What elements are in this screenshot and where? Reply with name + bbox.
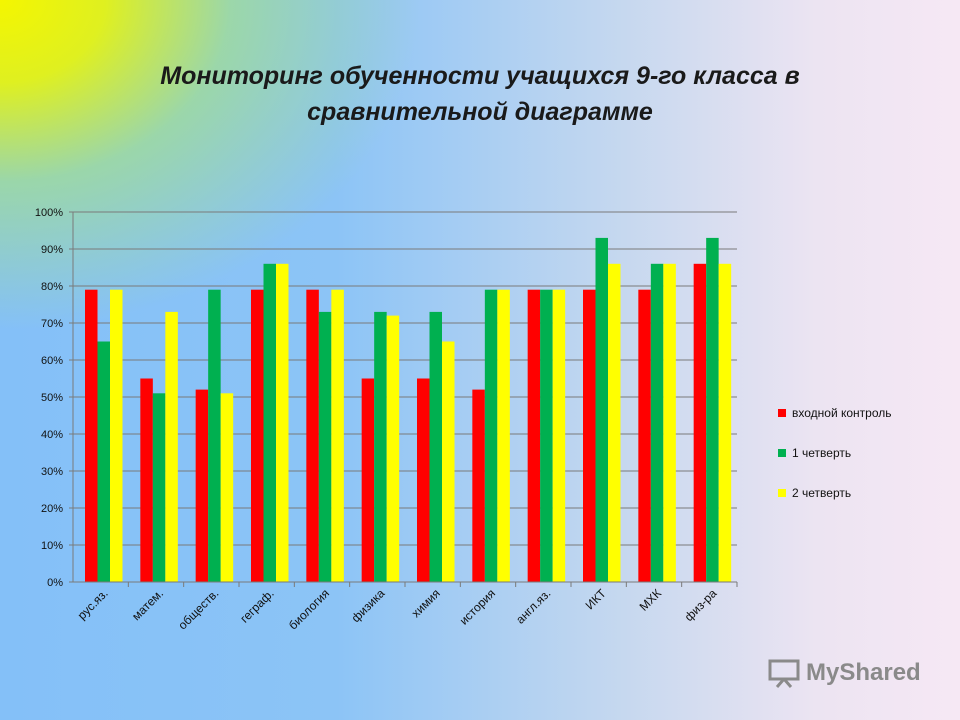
y-tick-label: 30% [41,466,63,478]
bar [374,311,387,582]
bar [361,378,375,582]
bar [417,378,430,582]
bar [318,311,332,582]
bar [718,263,732,582]
legend-label: 1 четверть [792,446,852,460]
bar [595,237,608,582]
legend-item: 2 четверть [778,473,892,513]
y-tick-label: 20% [41,503,63,515]
bar [263,263,276,582]
bar [429,311,442,582]
y-tick-label: 60% [41,355,63,367]
legend-item: 1 четверть [778,433,892,473]
bar [165,311,178,582]
x-tick-label: обществ. [175,586,221,632]
bar [386,315,400,582]
legend-swatch-yellow [778,489,786,497]
chart-title-line-1: Мониторинг обученности учащихся 9-го кла… [160,62,800,90]
bar [251,289,264,582]
bar [552,289,566,582]
bar [472,389,485,582]
y-tick-label: 40% [41,429,63,441]
legend-item: входной контроль [778,393,892,433]
x-tick-label: МХК [637,586,665,614]
y-tick-label: 50% [41,392,63,404]
bar [97,341,110,582]
x-tick-label: ИКТ [583,586,610,613]
presentation-icon [768,659,800,688]
bar [650,263,664,582]
chart-title-line-2: сравнительной диаграмме [307,98,653,126]
bar [208,289,221,582]
x-tick-label: физика [349,586,388,625]
x-tick-label: матем. [129,586,166,623]
y-tick-label: 90% [41,244,63,256]
x-tick-label: история [457,586,498,627]
y-tick-label: 10% [41,540,63,552]
bar [152,393,166,582]
bar [331,289,344,582]
bar [110,289,123,582]
bar [608,263,621,582]
y-tick-label: 100% [35,207,63,219]
bar [306,289,319,582]
legend-swatch-red [778,409,786,417]
x-tick-label: биология [286,586,332,632]
bar [540,289,553,582]
watermark: MyShared [768,658,921,688]
y-tick-label: 70% [41,318,63,330]
watermark-text: MyShared [806,659,921,686]
legend-label: 2 четверть [792,486,852,500]
bar [220,393,234,582]
bar [442,341,455,582]
legend: входной контроль 1 четверть 2 четверть [778,393,892,513]
x-tick-label: англ.яз. [513,586,553,626]
bar [527,289,541,582]
x-tick-label: рус.яз. [75,586,111,622]
y-tick-label: 80% [41,281,63,293]
bar [195,389,209,582]
x-tick-label: геграф. [237,586,276,625]
x-tick-label: физ-ра [682,586,720,624]
bar [638,289,651,582]
y-tick-label: 0% [47,577,63,589]
legend-label: входной контроль [792,406,892,420]
bar [583,289,596,582]
legend-swatch-green [778,449,786,457]
bar [693,263,707,582]
bar [85,289,98,582]
bar [497,289,510,582]
chart-title: Мониторинг обученности учащихся 9-го кла… [0,58,960,130]
bar [706,237,719,582]
x-tick-label: химия [409,586,443,620]
bar [484,289,498,582]
bar [663,263,676,582]
bar [140,378,153,582]
bar [276,263,289,582]
